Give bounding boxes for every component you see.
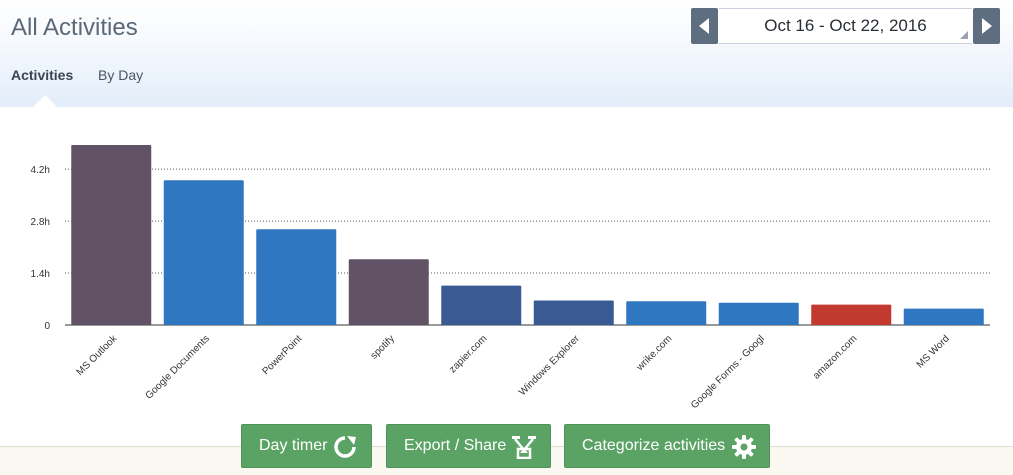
y-tick-label: 0 (44, 321, 50, 332)
tab-by-day[interactable]: By Day (98, 67, 144, 83)
bar (256, 229, 337, 325)
x-tick-label: Windows Explorer (517, 333, 582, 398)
x-tick-label: Google Forms - Googl (689, 333, 767, 411)
date-range-label: Oct 16 - Oct 22, 2016 (764, 16, 927, 35)
bar (533, 300, 614, 325)
activities-bar-chart: 0 1.4h 2.8h 4.2h MS Outlook Google Documents P… (31, 144, 990, 411)
day-timer-label: Day timer (259, 437, 328, 454)
y-tick-label: 2.8h (31, 217, 50, 228)
export-share-button[interactable]: Export / Share (386, 424, 551, 468)
chevron-right-icon (982, 18, 992, 34)
categorize-activities-button[interactable]: Categorize activities (564, 424, 770, 468)
bar (163, 180, 244, 325)
refresh-icon (334, 436, 356, 458)
tab-activities[interactable]: Activities (11, 67, 74, 83)
gear-icon (732, 435, 756, 459)
x-tick-label: MS Outlook (75, 333, 120, 378)
x-tick-label: zapier.com (447, 333, 489, 375)
y-tick-label: 1.4h (31, 269, 50, 280)
header: All Activities Activities By Day Oct 16 … (0, 0, 1013, 107)
date-range-navigator: Oct 16 - Oct 22, 2016 (691, 8, 1000, 44)
bar (718, 302, 799, 325)
x-tick-label: MS Word (915, 333, 952, 370)
bar (71, 144, 152, 325)
resize-corner-icon (960, 31, 968, 39)
x-tick-label: PowerPoint (260, 333, 304, 377)
previous-week-button[interactable] (691, 8, 718, 44)
bar (441, 285, 522, 325)
bar (348, 259, 429, 325)
export-share-label: Export / Share (404, 437, 507, 454)
bar (626, 301, 707, 325)
page-title: All Activities (11, 14, 138, 41)
active-tab-pointer (33, 95, 57, 107)
export-icon (512, 436, 536, 459)
y-tick-label: 4.2h (31, 165, 50, 176)
x-tick-label: amazon.com (811, 333, 859, 381)
x-tick-label: Google Documents (144, 333, 212, 401)
next-week-button[interactable] (973, 8, 1000, 44)
chevron-left-icon (699, 18, 709, 34)
x-tick-label: spotify (369, 333, 397, 361)
bar (811, 304, 892, 325)
day-timer-button[interactable]: Day timer (241, 424, 372, 468)
bar (903, 308, 984, 325)
date-range-picker[interactable]: Oct 16 - Oct 22, 2016 (719, 8, 972, 44)
x-tick-label: wrike.com (634, 333, 674, 373)
categorize-activities-label: Categorize activities (582, 437, 726, 454)
